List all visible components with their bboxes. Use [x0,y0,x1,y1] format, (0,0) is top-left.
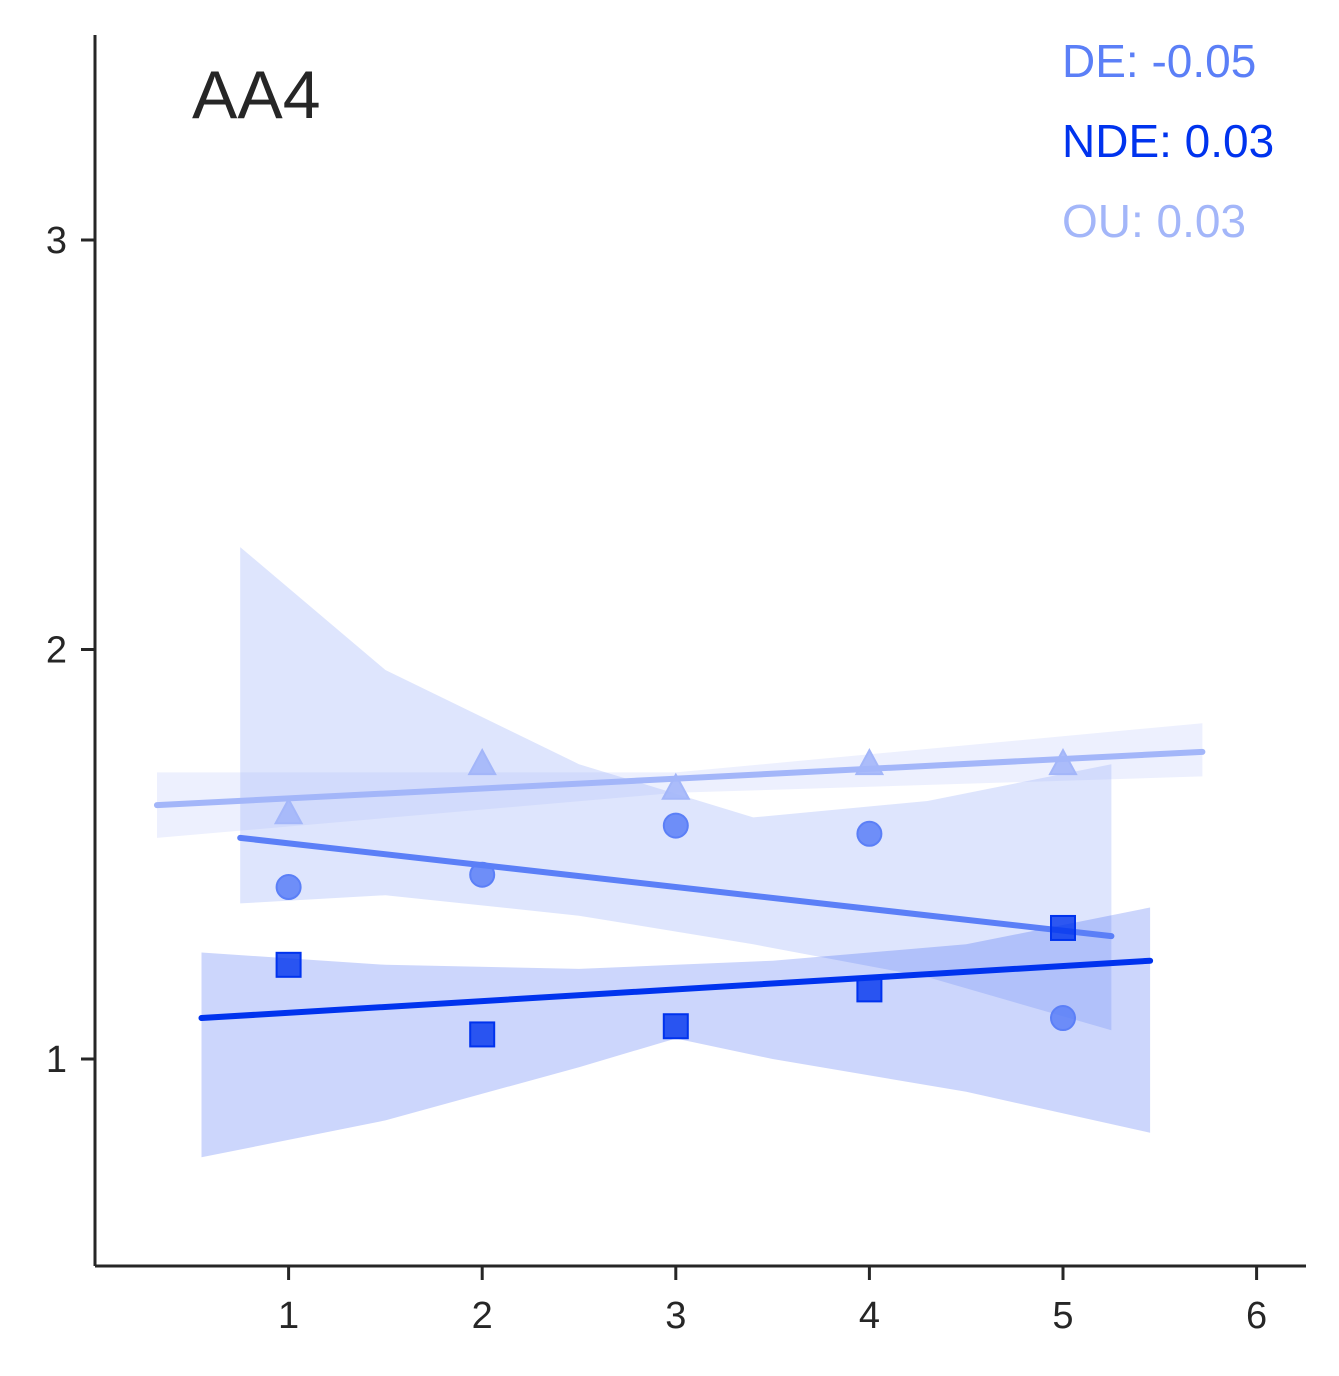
x-tick-label: 3 [665,1295,686,1337]
data-point-nde [469,1021,496,1048]
data-points [273,748,1078,1048]
data-point-nde [856,976,883,1003]
regression-line-ou [153,748,1206,809]
data-point-ou [661,772,691,800]
regression-line-de [237,834,1115,940]
x-tick-label: 4 [859,1295,880,1337]
data-point-ou [467,748,497,776]
data-point-nde [662,1013,689,1040]
data-point-de [275,874,302,901]
y-tick-label: 3 [46,220,67,262]
x-tick-label: 6 [1246,1295,1267,1337]
x-tick-label: 5 [1052,1295,1073,1337]
data-point-ou [1048,748,1078,776]
regression-line-nde [198,957,1154,1022]
regression-lines [153,748,1206,1022]
y-tick-label: 1 [46,1039,67,1081]
data-point-de [856,820,883,847]
confidence-bands [157,547,1203,1158]
stat-annotation-ou: OU: 0.03 [1062,195,1246,247]
data-point-ou [854,748,885,776]
data-point-de [662,812,689,839]
stat-annotations: DE: -0.05 NDE: 0.03 OU: 0.03 [1062,35,1274,247]
stat-annotation-nde: NDE: 0.03 [1062,115,1274,167]
stat-annotation-de: DE: -0.05 [1062,35,1256,87]
data-point-de [1050,1005,1076,1032]
data-point-nde [1050,914,1076,941]
data-point-ou [273,797,304,825]
data-point-nde [275,951,302,978]
data-point-de [469,861,496,888]
chart-title: AA4 [192,57,321,133]
y-tick-label: 2 [46,630,67,672]
x-tick-label: 2 [472,1295,493,1337]
axes: 1 2 3 4 5 6 1 2 3 [46,35,1306,1337]
x-tick-label: 1 [278,1295,299,1337]
